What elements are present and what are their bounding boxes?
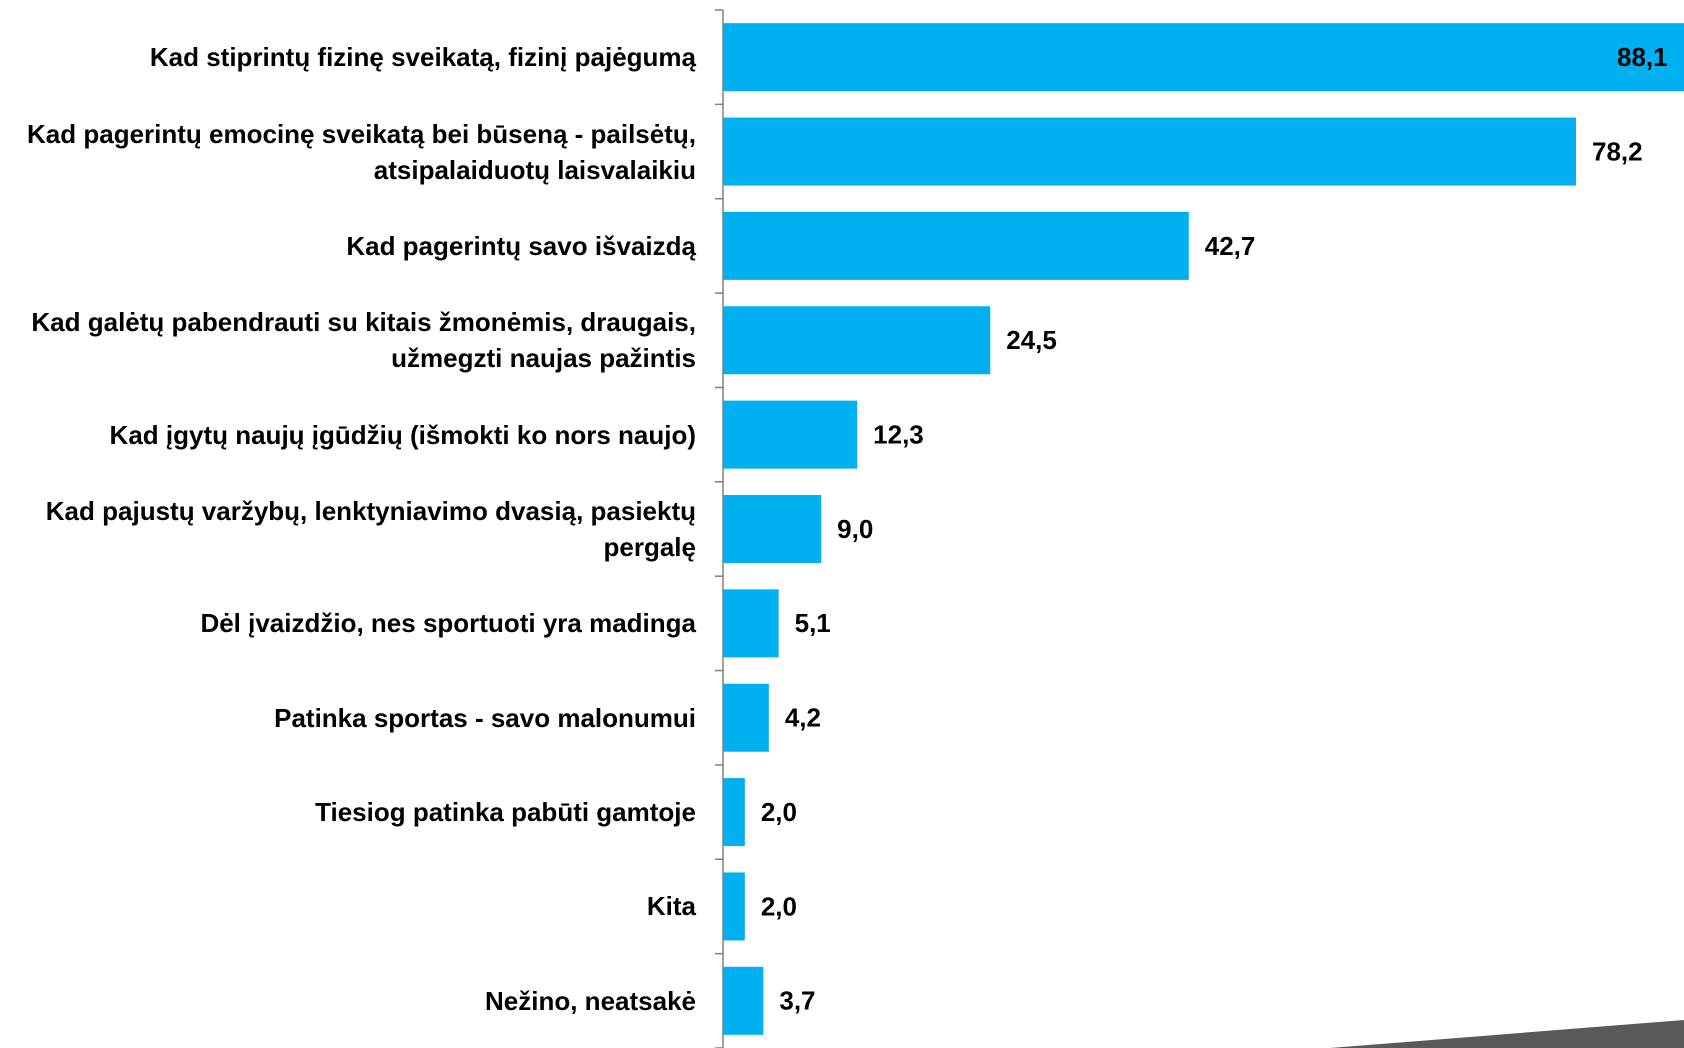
data-label: 2,0 <box>761 797 797 827</box>
bar <box>723 872 745 941</box>
bar <box>723 778 745 847</box>
data-label: 24,5 <box>1006 325 1057 355</box>
category-label: Tiesiog patinka pabūti gamtoje <box>315 797 696 828</box>
bar <box>723 966 764 1035</box>
category-label: Kad pagerintų emocinę sveikatą bei būsen… <box>27 118 696 185</box>
category-label: Kad pagerintų savo išvaizdą <box>346 230 696 261</box>
decoration <box>1330 1020 1684 1048</box>
data-label: 88,1 <box>1617 42 1668 72</box>
category-label: Patinka sportas - savo malonumui <box>274 702 696 733</box>
data-label: 4,2 <box>785 703 821 733</box>
data-label: 3,7 <box>779 986 815 1016</box>
category-label: Kad įgytų naujų įgūdžių (išmokti ko nors… <box>109 419 696 450</box>
category-label: Kad stiprintų fizinę sveikatą, fizinį pa… <box>149 42 696 73</box>
data-label: 5,1 <box>795 608 831 638</box>
data-label: 12,3 <box>873 420 924 450</box>
category-label: Dėl įvaizdžio, nes sportuoti yra madinga <box>200 608 696 639</box>
bar <box>723 211 1189 280</box>
bar <box>723 306 991 375</box>
data-label: 78,2 <box>1592 136 1643 166</box>
data-label: 9,0 <box>837 514 873 544</box>
bar <box>723 589 779 658</box>
data-label: 42,7 <box>1205 231 1256 261</box>
category-label: Kad galėtų pabendrauti su kitais žmonėmi… <box>31 307 696 374</box>
category-label: Kad pajustų varžybų, lenktyniavimo dvasi… <box>45 496 696 562</box>
bar <box>723 683 769 752</box>
bar <box>723 117 1577 186</box>
bar <box>723 495 822 563</box>
data-label: 2,0 <box>761 891 797 921</box>
category-label: Kita <box>646 891 696 922</box>
bar <box>723 400 858 469</box>
category-label: Nežino, neatsakė <box>485 985 696 1016</box>
bar <box>723 23 1684 92</box>
